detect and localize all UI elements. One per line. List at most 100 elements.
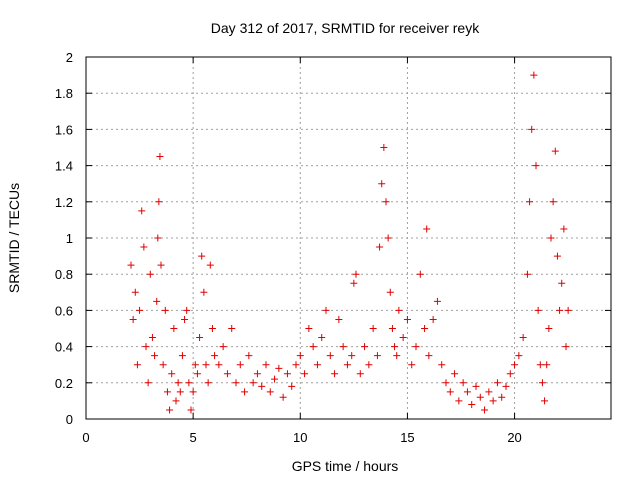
data-point — [138, 207, 146, 215]
data-point — [388, 325, 396, 332]
data-point — [168, 370, 176, 378]
data-point — [399, 334, 407, 342]
x-tick-label: 20 — [507, 430, 521, 445]
y-tick-label: 1.6 — [55, 122, 73, 137]
data-point — [181, 315, 189, 323]
data-point — [553, 252, 561, 260]
data-point — [493, 379, 501, 387]
data-point — [133, 361, 141, 369]
data-point — [305, 325, 313, 332]
data-point — [232, 379, 240, 387]
data-points — [127, 71, 572, 414]
data-point — [170, 325, 178, 332]
data-point — [538, 379, 546, 387]
data-point — [159, 361, 167, 369]
data-point — [393, 352, 401, 360]
data-point — [309, 343, 317, 351]
data-point — [191, 361, 199, 369]
data-point — [369, 325, 377, 332]
data-point — [211, 352, 219, 360]
data-point — [547, 234, 555, 242]
data-point — [318, 334, 326, 342]
data-point — [408, 361, 416, 369]
data-point — [356, 370, 364, 378]
data-point — [526, 198, 534, 206]
data-point — [172, 397, 180, 405]
data-point — [429, 315, 437, 323]
data-point — [498, 393, 506, 401]
data-point — [127, 261, 135, 269]
data-point — [253, 370, 261, 378]
data-point — [288, 382, 296, 390]
data-point — [350, 279, 358, 287]
data-point — [476, 393, 484, 401]
data-point — [380, 144, 388, 151]
x-tick-label: 15 — [400, 430, 414, 445]
data-point — [564, 306, 572, 314]
chart-title: Day 312 of 2017, SRMTID for receiver rey… — [211, 20, 480, 36]
data-point — [146, 270, 154, 278]
data-point — [562, 343, 570, 351]
data-point — [206, 261, 214, 269]
data-point — [352, 270, 360, 278]
data-point — [178, 352, 186, 360]
data-point — [215, 361, 223, 369]
data-point — [283, 370, 291, 378]
y-tick-label: 1.4 — [55, 159, 73, 174]
data-point — [386, 288, 394, 296]
data-point — [442, 379, 450, 387]
data-point — [174, 379, 182, 387]
axis-ticks: 0 5 10 15 20 0 0.2 0.4 0.6 0.8 1 1.2 1.4 1.6 1.8 2 — [55, 50, 611, 445]
data-point — [157, 261, 165, 269]
data-point — [161, 306, 169, 314]
data-point — [193, 370, 201, 378]
data-point — [451, 370, 459, 378]
y-tick-label: 1.2 — [55, 195, 73, 210]
y-tick-label: 2 — [66, 50, 73, 65]
data-point — [468, 401, 476, 409]
y-tick-label: 1 — [66, 231, 73, 246]
data-point — [183, 306, 191, 314]
data-point — [472, 382, 480, 390]
data-point — [433, 297, 441, 305]
data-point — [560, 225, 568, 233]
data-point — [416, 270, 424, 278]
data-point — [140, 243, 148, 251]
data-point — [549, 198, 557, 206]
y-tick-label: 0.6 — [55, 303, 73, 318]
data-point — [343, 361, 351, 369]
data-point — [189, 388, 197, 396]
data-point — [292, 361, 300, 369]
data-point — [532, 162, 540, 170]
data-point — [489, 397, 497, 405]
data-point — [185, 379, 193, 387]
data-point — [481, 406, 489, 414]
data-point — [459, 379, 467, 387]
data-point — [384, 234, 392, 242]
data-point — [556, 306, 564, 314]
data-point — [176, 388, 184, 396]
data-point — [154, 234, 162, 242]
data-point — [378, 180, 386, 188]
data-point — [313, 361, 321, 369]
data-point — [148, 334, 156, 342]
y-tick-label: 0 — [66, 412, 73, 427]
data-point — [202, 361, 210, 369]
y-axis-label: SRMTID / TECUs — [6, 183, 22, 293]
data-point — [155, 198, 163, 206]
data-point — [331, 370, 339, 378]
data-point — [156, 153, 164, 161]
data-point — [142, 343, 150, 351]
data-point — [136, 306, 144, 314]
data-point — [144, 379, 152, 387]
data-point — [446, 388, 454, 396]
data-point — [208, 325, 216, 332]
data-point — [163, 388, 171, 396]
data-point — [545, 325, 553, 332]
data-point — [502, 382, 510, 390]
data-point — [348, 352, 356, 360]
data-point — [361, 343, 369, 351]
data-point — [523, 270, 531, 278]
x-tick-label: 0 — [82, 430, 89, 445]
data-point — [421, 325, 429, 332]
